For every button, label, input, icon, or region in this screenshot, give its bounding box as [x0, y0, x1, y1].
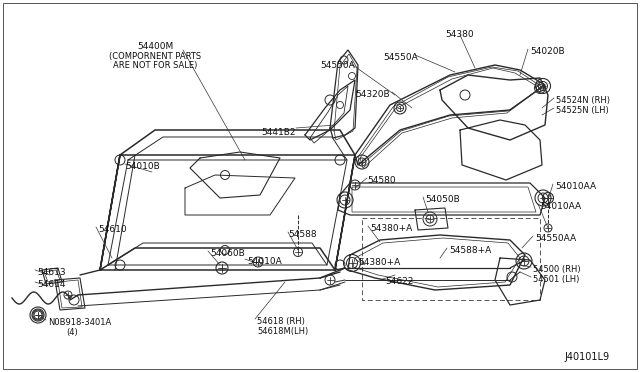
Text: 54380+A: 54380+A — [358, 258, 400, 267]
Text: 54010AA: 54010AA — [540, 202, 581, 211]
Text: 54010B: 54010B — [125, 162, 160, 171]
Text: (4): (4) — [66, 328, 77, 337]
Text: 54580: 54580 — [367, 176, 396, 185]
Text: 54622: 54622 — [385, 277, 413, 286]
Text: N0B918-3401A: N0B918-3401A — [48, 318, 111, 327]
Text: 54050B: 54050B — [425, 195, 460, 204]
Text: 54320B: 54320B — [355, 90, 390, 99]
Text: 54501 (LH): 54501 (LH) — [533, 275, 579, 284]
Bar — [362, 218, 540, 300]
Text: 54610: 54610 — [98, 225, 127, 234]
Text: 54550A: 54550A — [383, 53, 418, 62]
Text: J40101L9: J40101L9 — [565, 352, 610, 362]
Text: 54500 (RH): 54500 (RH) — [533, 265, 580, 274]
Text: 54010A: 54010A — [247, 257, 282, 266]
Text: 5441B2: 5441B2 — [262, 128, 296, 137]
Text: 54010AA: 54010AA — [555, 182, 596, 191]
Text: 54613: 54613 — [37, 268, 66, 277]
Text: 54550AA: 54550AA — [535, 234, 576, 243]
Text: 54380+A: 54380+A — [370, 224, 412, 233]
Text: 54400M: 54400M — [137, 42, 173, 51]
Text: 54614: 54614 — [37, 280, 65, 289]
Text: 54380: 54380 — [445, 30, 474, 39]
Text: ARE NOT FOR SALE): ARE NOT FOR SALE) — [113, 61, 197, 70]
Text: 54020B: 54020B — [530, 47, 564, 56]
Text: 54524N (RH): 54524N (RH) — [556, 96, 610, 105]
Text: 54618M(LH): 54618M(LH) — [257, 327, 308, 336]
Text: 54550A: 54550A — [320, 61, 355, 70]
Text: 54588: 54588 — [288, 230, 317, 239]
Text: (COMPORNENT PARTS: (COMPORNENT PARTS — [109, 52, 201, 61]
Text: 54060B: 54060B — [210, 249, 244, 258]
Text: 54618 (RH): 54618 (RH) — [257, 317, 305, 326]
Text: 54525N (LH): 54525N (LH) — [556, 106, 609, 115]
Text: 54588+A: 54588+A — [449, 246, 492, 255]
